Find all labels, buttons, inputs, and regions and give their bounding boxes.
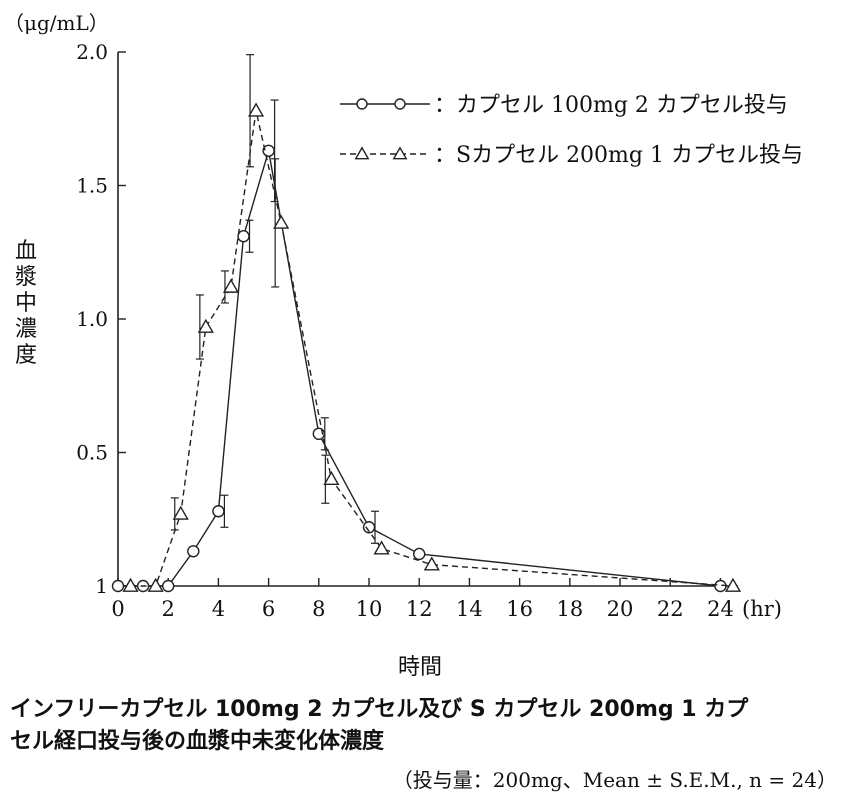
x-tick-label: 0 — [111, 597, 124, 621]
circle-marker — [413, 547, 426, 561]
y-axis-label-char: 漿 — [15, 265, 37, 290]
circle-marker — [356, 98, 368, 110]
circle-marker — [212, 505, 225, 518]
caption-note: （投与量：200mg、Mean ± S.E.M., n = 24） — [392, 768, 837, 792]
circle-marker — [362, 521, 376, 534]
y-tick-label: 1.0 — [76, 307, 108, 331]
x-tick-label: 10 — [356, 597, 383, 621]
x-tick-label: 18 — [556, 597, 583, 621]
series-2 — [122, 54, 742, 592]
x-unit-label: (hr) — [742, 597, 782, 621]
legend: ：カプセル 100mg 2 カプセル投与 ：Sカプセル 200mg 1 カプセル投… — [340, 93, 803, 168]
triangle-marker — [373, 540, 390, 555]
circle-marker — [162, 579, 175, 593]
circle-marker — [262, 144, 275, 157]
legend-label: ：カプセル 100mg 2 カプセル投与 — [434, 93, 788, 118]
x-tick-label: 20 — [607, 597, 634, 621]
legend-label: ：Sカプセル 200mg 1 カプセル投与 — [434, 143, 803, 168]
series-1 — [111, 99, 727, 593]
caption-line-1: インフリーカプセル 100mg 2 カプセル及び S カプセル 200mg 1 … — [10, 697, 749, 722]
triangle-marker — [273, 214, 290, 229]
triangle-marker — [222, 278, 240, 293]
triangle-marker — [354, 146, 370, 160]
series-layer — [111, 54, 742, 593]
circle-marker — [237, 230, 250, 243]
y-tick-label: 1 — [95, 574, 108, 598]
legend-item-1: ：カプセル 100mg 2 カプセル投与 — [340, 93, 788, 118]
y-axis-label-char: 度 — [15, 343, 37, 368]
triangle-marker — [172, 505, 189, 520]
triangle-marker — [247, 102, 265, 117]
circle-marker — [187, 545, 200, 558]
triangle-marker — [122, 577, 139, 592]
figure-caption: インフリーカプセル 100mg 2 カプセル及び S カプセル 200mg 1 … — [10, 694, 748, 758]
x-tick-label: 22 — [657, 597, 684, 621]
x-tick-label: 14 — [456, 597, 483, 621]
x-tick-label: 16 — [506, 597, 533, 621]
x-ticks: 0 2 4 6 8 10 12 14 16 18 20 22 24 — [111, 578, 734, 621]
y-unit-label: （μg/mL） — [4, 11, 109, 35]
x-axis-label: 時間 — [398, 655, 442, 680]
triangle-marker — [323, 470, 340, 486]
caption-line-2: セル経口投与後の血漿中未変化体濃度 — [10, 729, 385, 754]
triangle-marker — [197, 318, 214, 333]
x-tick-label: 6 — [262, 597, 275, 621]
circle-marker — [394, 98, 406, 110]
y-axis-label-char: 濃 — [15, 317, 37, 342]
circle-marker — [111, 579, 125, 593]
triangle-marker — [392, 146, 408, 160]
triangle-marker — [724, 577, 742, 592]
y-tick-label: 0.5 — [76, 441, 108, 465]
legend-item-2: ：Sカプセル 200mg 1 カプセル投与 — [340, 143, 803, 168]
x-tick-label: 24 — [707, 597, 734, 621]
x-tick-label: 8 — [312, 597, 325, 621]
triangle-marker — [147, 577, 164, 592]
x-tick-label: 2 — [162, 597, 175, 621]
y-axis-label-char: 血 — [15, 239, 37, 264]
y-ticks: 1 0.5 1.0 1.5 2.0 — [76, 40, 126, 598]
y-tick-label: 1.5 — [76, 174, 108, 198]
x-tick-label: 4 — [212, 597, 225, 621]
y-axis-label: 血漿中濃度 — [15, 239, 37, 368]
y-tick-label: 2.0 — [76, 40, 108, 64]
concentration-time-chart: （μg/mL） 血漿中濃度 10.51.01.52.0 0 2 4 6 8 10 12 14 1… — [4, 11, 803, 680]
series-line — [118, 150, 721, 587]
x-tick-label: 12 — [406, 597, 433, 621]
y-axis-label-char: 中 — [15, 291, 37, 316]
triangle-marker — [423, 556, 440, 571]
